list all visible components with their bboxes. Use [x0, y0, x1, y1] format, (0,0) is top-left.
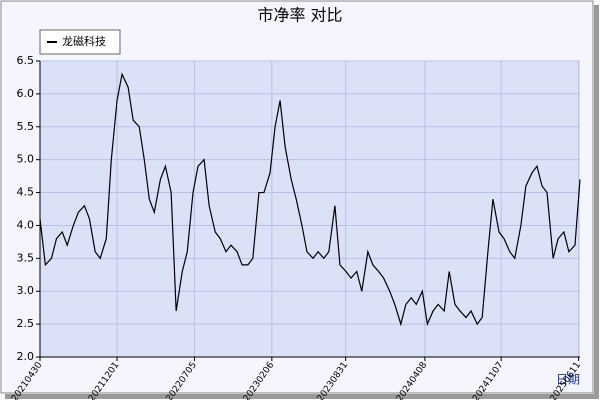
shadow — [5, 394, 599, 399]
y-tick-label: 3.0 — [17, 284, 35, 297]
y-tick-label: 2.0 — [17, 350, 35, 363]
x-axis-label: 日期 — [556, 373, 580, 387]
y-tick-label: 3.5 — [17, 251, 35, 264]
y-tick-label: 4.0 — [17, 218, 35, 231]
plot-area — [40, 61, 580, 357]
line — [39, 72, 581, 327]
y-tick-label: 2.5 — [17, 317, 35, 330]
legend-label: 龙磁科技 — [62, 34, 106, 48]
y-tick-label: 6.5 — [17, 54, 35, 67]
chart-title: 市净率 对比 — [257, 6, 342, 25]
y-tick-label: 4.5 — [17, 186, 35, 199]
shadow — [594, 5, 599, 397]
y-tick-label: 5.5 — [17, 120, 35, 133]
y-tick-label: 5.0 — [17, 153, 35, 166]
y-tick-label: 6.0 — [17, 87, 35, 100]
